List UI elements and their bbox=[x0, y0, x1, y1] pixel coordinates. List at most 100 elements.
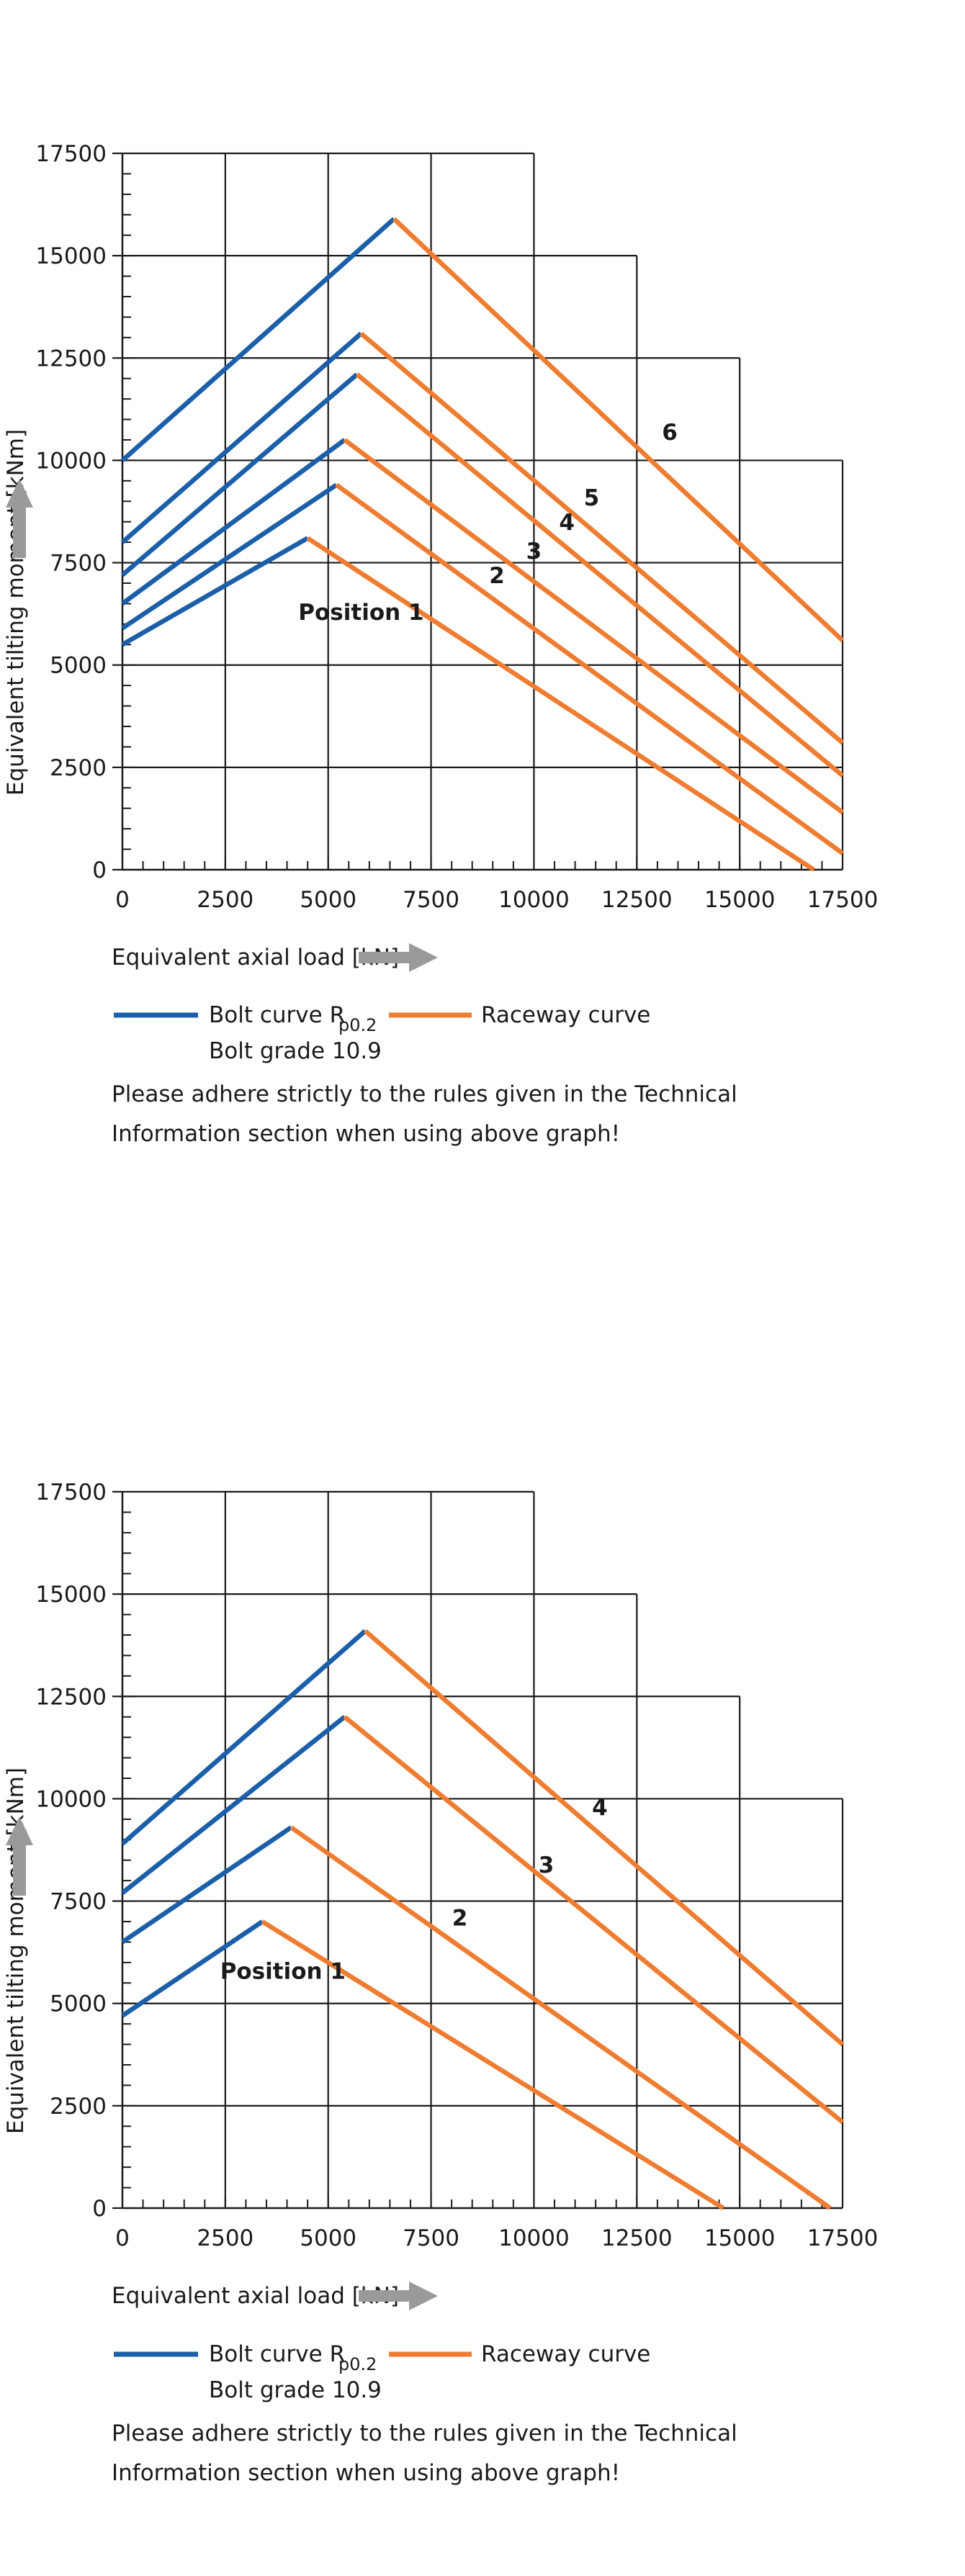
y-tick-label: 15000 bbox=[35, 243, 107, 269]
x-tick-label: 0 bbox=[115, 2225, 130, 2251]
x-axis-arrow-icon bbox=[359, 2282, 438, 2310]
y-tick-label: 0 bbox=[92, 857, 107, 883]
legend: Bolt curve Rp0.2 Bolt grade 10.9 Raceway c… bbox=[114, 2341, 650, 2403]
y-axis-arrow-icon bbox=[6, 479, 33, 558]
raceway-curve-line bbox=[359, 331, 845, 745]
curve-label: 3 bbox=[539, 1852, 555, 1878]
x-tick-label: 12500 bbox=[601, 2225, 673, 2251]
raceway-curve-line bbox=[343, 438, 844, 815]
curve-label: 3 bbox=[526, 539, 542, 564]
y-tick-label: 2500 bbox=[50, 755, 107, 781]
x-axis-arrow-icon bbox=[359, 943, 438, 972]
y-tick-label: 2500 bbox=[50, 2094, 107, 2120]
grid bbox=[122, 1490, 844, 2208]
series-2 bbox=[121, 1825, 832, 2210]
curve-label: 6 bbox=[662, 420, 678, 446]
y-tick-label: 10000 bbox=[35, 1786, 107, 1812]
series-4 bbox=[120, 1629, 845, 2047]
x-tick-label: 15000 bbox=[704, 887, 776, 913]
bolt-curve-line bbox=[121, 1825, 293, 1945]
y-tick-label: 12500 bbox=[35, 1684, 107, 1710]
note-line-2: Information section when using above gra… bbox=[112, 1121, 620, 1147]
y-tick-label: 5000 bbox=[50, 653, 107, 679]
curve-label: Position 1 bbox=[298, 600, 423, 626]
x-tick-label: 17500 bbox=[807, 2225, 879, 2251]
bolt-curve-line bbox=[121, 438, 346, 606]
curve-label: Position 1 bbox=[220, 1959, 346, 1985]
x-tick-label: 10000 bbox=[498, 887, 570, 913]
bolt-curve-line bbox=[121, 482, 338, 631]
series-6 bbox=[120, 217, 845, 642]
raceway-curve-line bbox=[306, 536, 815, 872]
legend-bolt-subscript: p0.2 bbox=[338, 1015, 377, 1035]
y-tick-label: 0 bbox=[92, 2196, 107, 2222]
chart-1: 0 2500 5000 7500 10000 12500 15000 17500 0 2500 50… bbox=[3, 141, 878, 1147]
y-tick-label: 15000 bbox=[35, 1582, 107, 1608]
y-axis-label: Equivalent tilting moment [kNm] bbox=[3, 429, 29, 796]
x-tick-label: 17500 bbox=[807, 887, 879, 913]
legend-bolt-label: Bolt curve R bbox=[209, 2341, 345, 2367]
legend: Bolt curve Rp0.2 Bolt grade 10.9 Raceway c… bbox=[114, 1002, 650, 1064]
y-tick-label: 10000 bbox=[35, 448, 107, 474]
bolt-curve-line bbox=[120, 1715, 346, 1895]
legend-bolt-grade: Bolt grade 10.9 bbox=[209, 1038, 382, 1064]
legend-raceway-label: Raceway curve bbox=[481, 2341, 650, 2367]
x-tick-label: 0 bbox=[115, 887, 130, 913]
raceway-curve-line bbox=[355, 372, 845, 778]
series-2 bbox=[121, 482, 844, 855]
series-5 bbox=[120, 331, 845, 745]
curve-label: 4 bbox=[592, 1795, 608, 1821]
x-tick-label: 7500 bbox=[403, 887, 459, 913]
series-4 bbox=[120, 372, 845, 778]
series-1 bbox=[121, 536, 815, 872]
x-axis-label: Equivalent axial load [kN] bbox=[112, 2283, 399, 2309]
raceway-curve-line bbox=[261, 1919, 725, 2210]
legend-bolt-label: Bolt curve R bbox=[209, 1002, 345, 1028]
y-tick-label: 12500 bbox=[35, 346, 107, 371]
series-1 bbox=[121, 1919, 725, 2210]
y-tick-label: 5000 bbox=[50, 1991, 107, 2017]
y-tick-label: 7500 bbox=[50, 551, 107, 577]
x-tick-label: 15000 bbox=[704, 2225, 776, 2251]
bolt-curve-line bbox=[120, 1629, 367, 1846]
legend-raceway-label: Raceway curve bbox=[481, 1002, 650, 1028]
x-tick-label: 2500 bbox=[197, 2225, 253, 2251]
raceway-curve-line bbox=[335, 482, 844, 855]
bolt-curve-line bbox=[120, 217, 396, 462]
y-tick-label: 17500 bbox=[35, 141, 107, 167]
y-axis-label: Equivalent tilting moment [kNm] bbox=[3, 1767, 29, 2134]
y-tick-label: 7500 bbox=[50, 1889, 107, 1915]
raceway-curve-line bbox=[290, 1825, 832, 2210]
legend-bolt-grade: Bolt grade 10.9 bbox=[209, 2377, 382, 2403]
x-axis-label: Equivalent axial load [kN] bbox=[112, 945, 399, 970]
legend-bolt-subscript: p0.2 bbox=[338, 2354, 377, 2374]
y-axis-arrow-icon bbox=[6, 1816, 33, 1896]
series-3 bbox=[121, 438, 844, 815]
chart-2: 0 2500 5000 7500 10000 12500 15000 17500 0 2500 50… bbox=[3, 1480, 878, 2486]
x-tick-label: 5000 bbox=[300, 2225, 356, 2251]
curve-label: 4 bbox=[559, 510, 575, 536]
curve-label: 2 bbox=[489, 563, 505, 589]
note-line-1: Please adhere strictly to the rules give… bbox=[112, 2420, 737, 2446]
x-tick-label: 12500 bbox=[601, 887, 673, 913]
raceway-curve-line bbox=[364, 1629, 845, 2047]
curve-label: 5 bbox=[584, 485, 600, 511]
note-line-1: Please adhere strictly to the rules give… bbox=[112, 1081, 737, 1107]
curve-label: 2 bbox=[452, 1906, 468, 1932]
bolt-curve-line bbox=[120, 372, 359, 577]
x-tick-label: 2500 bbox=[197, 887, 253, 913]
x-tick-label: 10000 bbox=[498, 2225, 570, 2251]
x-tick-label: 5000 bbox=[300, 887, 356, 913]
x-tick-label: 7500 bbox=[403, 2225, 459, 2251]
note-line-2: Information section when using above gra… bbox=[112, 2460, 620, 2486]
y-tick-label: 17500 bbox=[35, 1480, 107, 1505]
grid bbox=[122, 152, 844, 870]
series-3 bbox=[120, 1715, 845, 2125]
raceway-curve-line bbox=[392, 217, 845, 642]
bolt-curve-line bbox=[121, 1919, 264, 2018]
bolt-curve-line bbox=[120, 331, 363, 544]
raceway-curve-line bbox=[343, 1715, 845, 2125]
bolt-curve-line bbox=[121, 536, 309, 647]
